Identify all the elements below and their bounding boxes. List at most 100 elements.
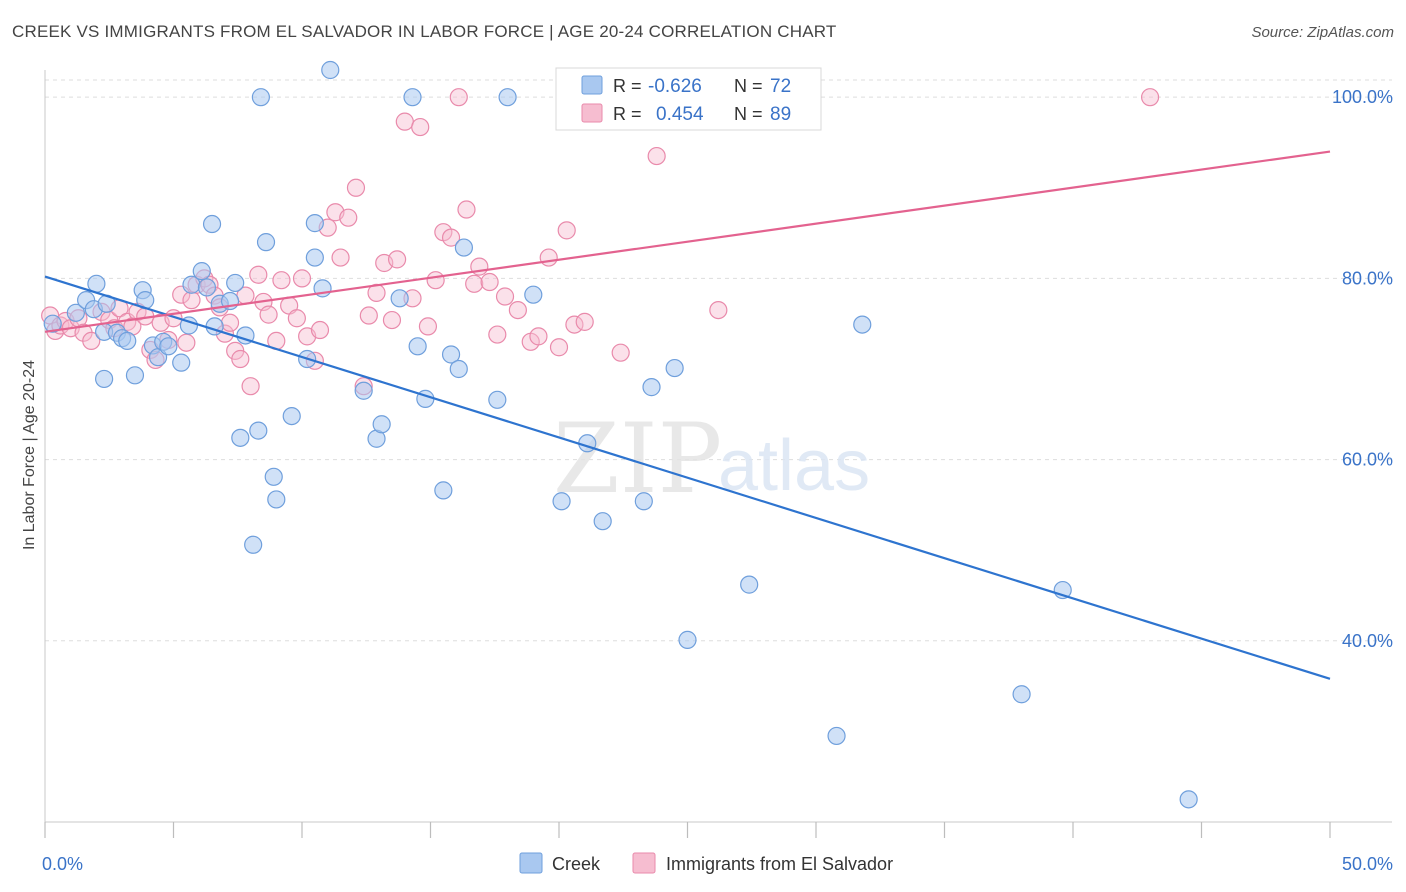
x-tick-label-min: 0.0% [42,854,83,874]
point-creek [593,512,612,531]
point-immigrants-el-salvador [449,88,468,107]
point-creek [552,492,571,511]
stats-n-label-salvador: N = [734,104,763,124]
point-immigrants-el-salvador [418,317,438,336]
legend-swatch-creek [519,852,543,874]
point-immigrants-el-salvador [82,331,101,351]
point-immigrants-el-salvador [1140,88,1160,107]
trend-lines [44,150,1331,680]
point-immigrants-el-salvador [287,309,306,328]
point-immigrants-el-salvador [292,269,312,288]
bottom-legend: Creek Immigrants from El Salvador [519,852,893,874]
point-creek [226,273,245,293]
point-immigrants-el-salvador [382,310,402,330]
legend-label-creek: Creek [552,854,601,874]
point-immigrants-el-salvador [259,305,278,324]
point-immigrants-el-salvador [575,312,594,331]
point-immigrants-el-salvador [480,272,499,292]
stats-r-value-salvador: 0.454 [656,104,704,125]
point-creek [827,726,846,746]
point-creek [256,233,276,252]
stats-n-label-creek: N = [734,76,763,96]
point-creek [66,303,85,322]
stats-legend: R = -0.626 N = 72 R = 0.454 N = 89 [555,67,822,131]
point-immigrants-el-salvador [241,377,260,396]
point-creek [192,262,211,281]
series-creek-points [43,60,1198,809]
point-immigrants-el-salvador [611,343,630,362]
point-creek [251,88,270,107]
point-creek [634,492,653,511]
point-immigrants-el-salvador [508,300,527,320]
point-creek [354,381,373,400]
point-creek [853,315,872,334]
point-immigrants-el-salvador [549,338,569,357]
point-creek [449,359,468,379]
point-creek [95,369,114,389]
stats-r-label-creek: R = [613,76,642,96]
point-immigrants-el-salvador [441,228,461,247]
point-creek [159,337,178,356]
point-immigrants-el-salvador [709,300,728,320]
point-immigrants-el-salvador [411,117,430,137]
stats-n-value-creek: 72 [770,76,791,97]
point-immigrants-el-salvador [539,248,558,267]
point-creek [249,421,268,440]
point-immigrants-el-salvador [495,287,515,306]
point-immigrants-el-salvador [565,315,584,334]
point-creek [321,60,340,80]
point-immigrants-el-salvador [177,333,196,352]
point-creek [231,428,250,447]
y-tick-label: 100.0% [1332,87,1393,107]
axes [44,70,1392,838]
stats-swatch-creek [581,75,603,95]
point-immigrants-el-salvador [426,271,445,290]
point-creek [434,481,453,500]
point-creek [305,214,324,233]
x-tick-label-max: 50.0% [1342,854,1393,874]
point-immigrants-el-salvador [647,146,666,166]
y-tick-label: 60.0% [1342,450,1393,470]
legend-label-salvador: Immigrants from El Salvador [666,854,893,874]
point-immigrants-el-salvador [331,248,350,267]
point-creek [372,415,391,434]
point-creek [441,345,461,364]
point-immigrants-el-salvador [346,178,366,197]
point-creek [1179,790,1198,809]
point-creek [43,314,62,333]
point-creek [498,88,517,107]
point-immigrants-el-salvador [272,271,291,290]
series-immigrants-points [41,88,1160,396]
point-creek [264,467,283,486]
point-immigrants-el-salvador [339,208,358,227]
point-immigrants-el-salvador [182,291,201,310]
chart-title: CREEK VS IMMIGRANTS FROM EL SALVADOR IN … [12,22,837,41]
point-immigrants-el-salvador [488,325,507,344]
point-immigrants-el-salvador [395,112,414,131]
point-immigrants-el-salvador [310,320,330,340]
point-creek [172,353,191,372]
watermark: ZIP atlas [553,403,870,515]
point-creek [678,630,697,649]
point-creek [665,358,684,378]
point-creek [267,490,286,509]
point-creek [202,214,222,234]
point-immigrants-el-salvador [220,313,240,332]
trend-line-immigrants-el-salvador [44,150,1331,333]
point-immigrants-el-salvador [231,349,250,369]
point-creek [454,238,474,257]
point-immigrants-el-salvador [457,200,476,219]
point-immigrants-el-salvador [557,221,576,240]
trend-line-creek [44,275,1331,680]
point-immigrants-el-salvador [529,327,548,346]
point-creek [390,289,409,308]
point-immigrants-el-salvador [249,265,268,284]
point-creek [305,248,324,267]
legend-swatch-salvador [632,852,656,874]
point-creek [403,88,422,107]
point-creek [197,278,217,297]
stats-r-label-salvador: R = [613,104,642,124]
tick-labels: 40.0% 60.0% 80.0% 100.0% 0.0% 50.0% [42,87,1393,874]
point-immigrants-el-salvador [465,274,484,293]
